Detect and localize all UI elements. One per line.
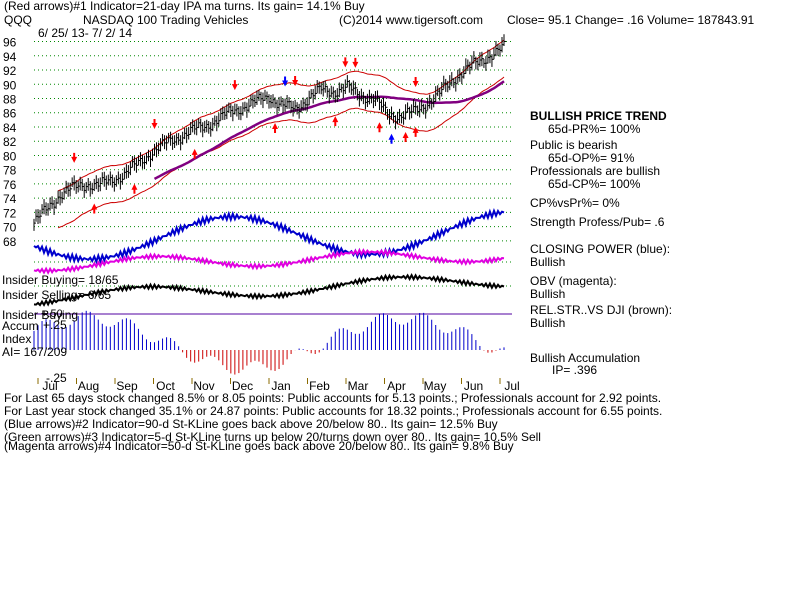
sell-arrow	[231, 80, 238, 91]
ai-ratio: AI= 167/209	[2, 345, 68, 359]
insider-selling: Insider Selling= 6/65	[2, 288, 112, 302]
sell-arrow	[292, 76, 299, 87]
buy-arrow	[388, 133, 395, 144]
closing-power-value: Bullish	[530, 255, 566, 269]
trend-title: BULLISH PRICE TREND	[530, 109, 667, 123]
accum-label: Accum	[2, 319, 39, 333]
month-label: Jul	[42, 379, 57, 393]
buy-arrow	[402, 131, 409, 142]
rel-strength-title: REL.STR..VS DJI (brown):	[530, 303, 673, 317]
professionals-value: 65d-CP%= 100%	[548, 177, 641, 191]
buy-arrow	[332, 116, 339, 127]
sell-arrow	[151, 118, 158, 129]
footer-green-arrows: (Green arrows)#3 Indicator=5-d St-KLine …	[4, 430, 541, 444]
sell-arrow	[352, 57, 359, 68]
public-title: Public is bearish	[530, 138, 618, 152]
buy-arrow	[191, 148, 198, 159]
month-label: Aug	[78, 379, 99, 393]
indicator-lines	[33, 208, 505, 307]
signal-arrows	[71, 57, 419, 214]
obv-value: Bullish	[530, 287, 566, 301]
sell-arrow	[282, 76, 289, 87]
sell-arrow	[412, 76, 419, 87]
obv-line	[33, 247, 505, 275]
accum-plus-25: +.25	[43, 318, 67, 332]
accum-minus-25: -.25	[46, 371, 67, 385]
buy-arrow	[91, 203, 98, 214]
x-axis-months: Jul Aug Sep Oct Nov Dec Jan Feb Mar Apr May Jun Jul	[37, 378, 520, 393]
y-tick-label: 74	[3, 192, 17, 206]
rel-strength-value: Bullish	[530, 316, 566, 330]
lower-band	[57, 76, 505, 229]
y-tick-label: 96	[3, 36, 17, 50]
sell-arrow	[342, 57, 349, 68]
y-tick-label: 90	[3, 78, 17, 92]
indicator-1-caption: (Red arrows)#1 Indicator=21-day IPA ma t…	[4, 0, 365, 13]
y-tick-label: 88	[3, 93, 17, 107]
buy-arrow	[412, 126, 419, 137]
footer-year: For Last year stock changed 35.1% or 24.…	[4, 404, 663, 418]
y-tick-label: 92	[3, 64, 17, 78]
buy-arrow	[131, 183, 138, 194]
close-change-volume: Close= 95.1 Change= .16 Volume= 187843.9…	[507, 13, 755, 27]
footer-65day: For Last 65 days stock changed 8.5% or 8…	[4, 391, 662, 405]
y-tick-label: 78	[3, 164, 17, 178]
month-label: Jun	[464, 379, 483, 393]
copyright-text: (C)2014 www.tigersoft.com	[339, 13, 484, 27]
security-name: NASDAQ 100 Trading Vehicles	[83, 13, 249, 27]
public-value: 65d-OP%= 91%	[548, 151, 635, 165]
insider-buying-label: Insider Buying	[2, 308, 79, 322]
y-tick-label: 70	[3, 221, 17, 235]
strength-ratio: Strength Profess/Pub= .6	[530, 215, 665, 229]
y-tick-label: 86	[3, 107, 17, 121]
accumulation-value: IP= .396	[552, 363, 598, 377]
month-label: Feb	[309, 379, 330, 393]
accum-plus-50: +.50	[41, 308, 63, 320]
buy-arrow	[376, 122, 383, 133]
month-label: Oct	[156, 379, 175, 393]
index-label: Index	[2, 332, 32, 346]
accumulation-histogram	[33, 310, 505, 375]
accumulation-title: Bullish Accumulation	[530, 351, 641, 365]
professionals-title: Professionals are bullish	[530, 164, 661, 178]
month-label: Sep	[116, 379, 138, 393]
month-label: May	[424, 379, 447, 393]
y-tick-label: 82	[3, 135, 17, 149]
footer-blue-arrows: (Blue arrows)#2 Indicator=90-d St-KLine …	[4, 417, 498, 431]
footer-magenta-arrows: (Magenta arrows)#4 Indicator=50-d St-KLi…	[4, 439, 514, 453]
ticker-symbol: QQQ	[4, 13, 33, 27]
y-tick-label: 76	[3, 178, 17, 192]
buy-arrow	[272, 123, 279, 134]
y-tick-label: 68	[3, 235, 17, 249]
y-tick-label: 72	[3, 206, 17, 220]
y-tick-label: 94	[3, 50, 17, 64]
insider-buying: Insider Buying= 18/65	[2, 273, 119, 287]
month-label: Jan	[271, 379, 290, 393]
obv-title: OBV (magenta):	[530, 274, 617, 288]
y-tick-label: 84	[3, 121, 17, 135]
month-label: Apr	[387, 379, 406, 393]
closing-power-title: CLOSING POWER (blue):	[530, 242, 671, 256]
price-bars	[33, 34, 506, 231]
closing-power-line	[33, 208, 505, 265]
month-label: Mar	[348, 379, 369, 393]
y-tick-label: 80	[3, 149, 17, 163]
month-label: Dec	[232, 379, 253, 393]
date-range: 6/ 25/ 13- 7/ 2/ 14	[38, 26, 133, 40]
bollinger-bands	[57, 39, 505, 229]
month-label: Nov	[193, 379, 214, 393]
trend-value: 65d-PR%= 100%	[548, 122, 641, 136]
relative-strength-line	[33, 273, 505, 307]
cp-vs-pr: CP%vsPr%= 0%	[530, 196, 620, 210]
month-label: Jul	[504, 379, 519, 393]
sell-arrow	[71, 152, 78, 163]
gridlines	[34, 41, 512, 315]
